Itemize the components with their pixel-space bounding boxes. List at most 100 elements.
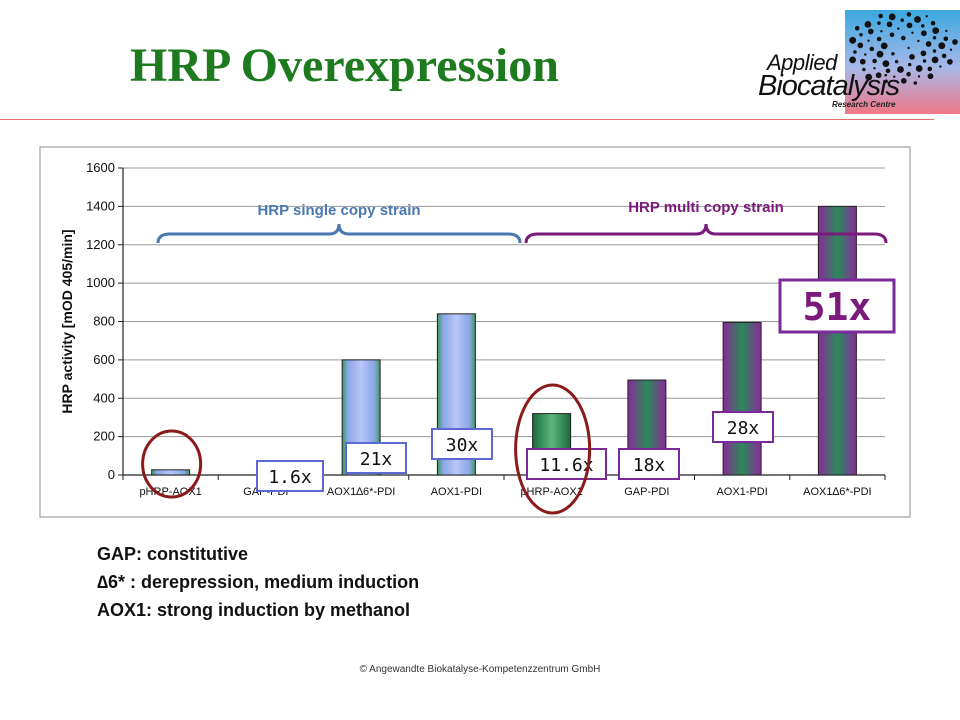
bar bbox=[817, 205, 857, 476]
x-category-label: AOX1-PDI bbox=[716, 486, 767, 498]
y-tick-label: 1400 bbox=[86, 198, 115, 213]
logo-dot bbox=[932, 36, 937, 40]
logo-dot bbox=[932, 27, 940, 34]
logo-dot bbox=[859, 58, 866, 65]
fold-label: 21x bbox=[360, 449, 393, 470]
logo-dot bbox=[864, 21, 872, 28]
highlight-circle bbox=[514, 383, 592, 515]
logo-dot bbox=[854, 25, 860, 31]
logo-dot bbox=[885, 68, 891, 74]
logo-dot bbox=[897, 66, 904, 73]
logo-dot bbox=[864, 53, 867, 56]
logo-dot bbox=[943, 36, 949, 42]
bar bbox=[722, 321, 762, 476]
logo-dot bbox=[917, 39, 920, 43]
single-copy-brace bbox=[156, 223, 522, 244]
logo-dot bbox=[865, 73, 873, 81]
y-axis-label: HRP activity [mOD 405/min] bbox=[59, 229, 75, 413]
logo-dot bbox=[853, 50, 857, 54]
logo-dot bbox=[939, 65, 942, 68]
logo-dot bbox=[872, 58, 877, 64]
logo-dot bbox=[900, 18, 904, 22]
x-category-label: GAP-PDI bbox=[624, 486, 669, 498]
logo-dot bbox=[925, 15, 928, 18]
fold-label-box bbox=[345, 442, 407, 474]
y-tick-label: 600 bbox=[93, 352, 115, 367]
hrp-bar-chart: 0 200 400 600 800 1000 1200 1400 1600 HRP activit… bbox=[39, 146, 911, 518]
logo-dot bbox=[867, 28, 874, 35]
logo-dot bbox=[893, 75, 896, 78]
logo-dot bbox=[880, 30, 883, 33]
fold-label: 1.6x bbox=[268, 467, 312, 488]
fold-label: 51x bbox=[803, 285, 872, 329]
logo-dot bbox=[889, 32, 895, 38]
logo-dot bbox=[906, 22, 913, 29]
fold-label: 30x bbox=[446, 435, 479, 456]
logo-dot bbox=[878, 13, 883, 19]
logo-dot bbox=[952, 39, 958, 45]
logo-dot bbox=[907, 62, 912, 67]
logo-dot bbox=[913, 81, 918, 85]
logo-text-biocatalysis: Biocatalysis bbox=[758, 70, 900, 102]
notes-list: GAP: constitutive ∆6* : derepression, me… bbox=[97, 540, 419, 624]
logo-dot bbox=[875, 72, 882, 79]
logo-dot bbox=[900, 78, 907, 84]
y-tick-label: 400 bbox=[93, 390, 115, 405]
logo-dot bbox=[932, 49, 937, 53]
y-tick-label: 1200 bbox=[86, 237, 115, 252]
multi-copy-brace bbox=[524, 223, 888, 244]
logo-dot bbox=[876, 36, 882, 42]
logo-dot bbox=[867, 39, 870, 42]
logo-dot bbox=[909, 54, 915, 60]
logo-text-applied: Applied bbox=[767, 50, 837, 75]
logo-dot bbox=[915, 65, 923, 72]
logo-dot bbox=[922, 59, 927, 63]
fold-label-box bbox=[618, 448, 680, 480]
slide-title: HRP Overexpression bbox=[130, 39, 559, 92]
fold-label-box bbox=[778, 278, 896, 334]
logo-dot bbox=[901, 35, 906, 41]
logo-dot bbox=[857, 42, 864, 49]
fold-label: 11.6x bbox=[539, 455, 593, 476]
fold-label-box bbox=[256, 460, 324, 492]
logo-dot bbox=[914, 16, 921, 23]
logo-dot bbox=[945, 29, 948, 33]
logo-dot bbox=[907, 46, 910, 50]
logo-dot bbox=[941, 53, 947, 59]
logo-dot bbox=[930, 20, 936, 26]
logo-dot bbox=[891, 51, 895, 56]
x-category-label: pHRP-AOX1 bbox=[520, 486, 582, 498]
title-divider bbox=[0, 119, 934, 120]
x-category-label: AOX1∆6*-PDI bbox=[327, 486, 395, 498]
logo-dot bbox=[911, 31, 914, 34]
logo-dot bbox=[886, 21, 893, 28]
y-tick-label: 800 bbox=[93, 314, 115, 329]
logo-dot bbox=[877, 21, 881, 25]
group-label-single: HRP single copy strain bbox=[257, 202, 420, 219]
logo-dot bbox=[884, 79, 888, 84]
logo-graphic bbox=[845, 10, 960, 114]
logo-dot bbox=[949, 48, 953, 51]
bar bbox=[151, 469, 191, 476]
group-label-multi: HRP multi copy strain bbox=[628, 199, 784, 216]
logo-dot bbox=[906, 71, 911, 77]
fold-label-box bbox=[526, 448, 607, 480]
fold-label-box bbox=[431, 428, 493, 460]
logo-text-research-centre: Research Centre bbox=[832, 100, 896, 109]
fold-label: 18x bbox=[633, 455, 666, 476]
footer-copyright: © Angewandte Biokatalyse-Kompetenzzentru… bbox=[359, 664, 601, 675]
logo-dot bbox=[888, 13, 896, 21]
logo-dot bbox=[873, 67, 876, 70]
x-category-label: pHRP-AOX1 bbox=[139, 486, 201, 498]
logo-dot bbox=[925, 41, 932, 47]
y-tick-label: 0 bbox=[108, 467, 115, 482]
y-tick-label: 1000 bbox=[86, 275, 115, 290]
logo-dot bbox=[849, 36, 857, 44]
note-delta6: ∆6* : derepression, medium induction bbox=[97, 572, 420, 592]
note-gap: GAP: constitutive bbox=[97, 544, 249, 564]
highlight-circle bbox=[141, 429, 203, 499]
logo-dot bbox=[906, 12, 912, 17]
logo-dot bbox=[880, 42, 888, 50]
logo-dot bbox=[947, 58, 953, 65]
fold-label: 28x bbox=[727, 418, 760, 439]
